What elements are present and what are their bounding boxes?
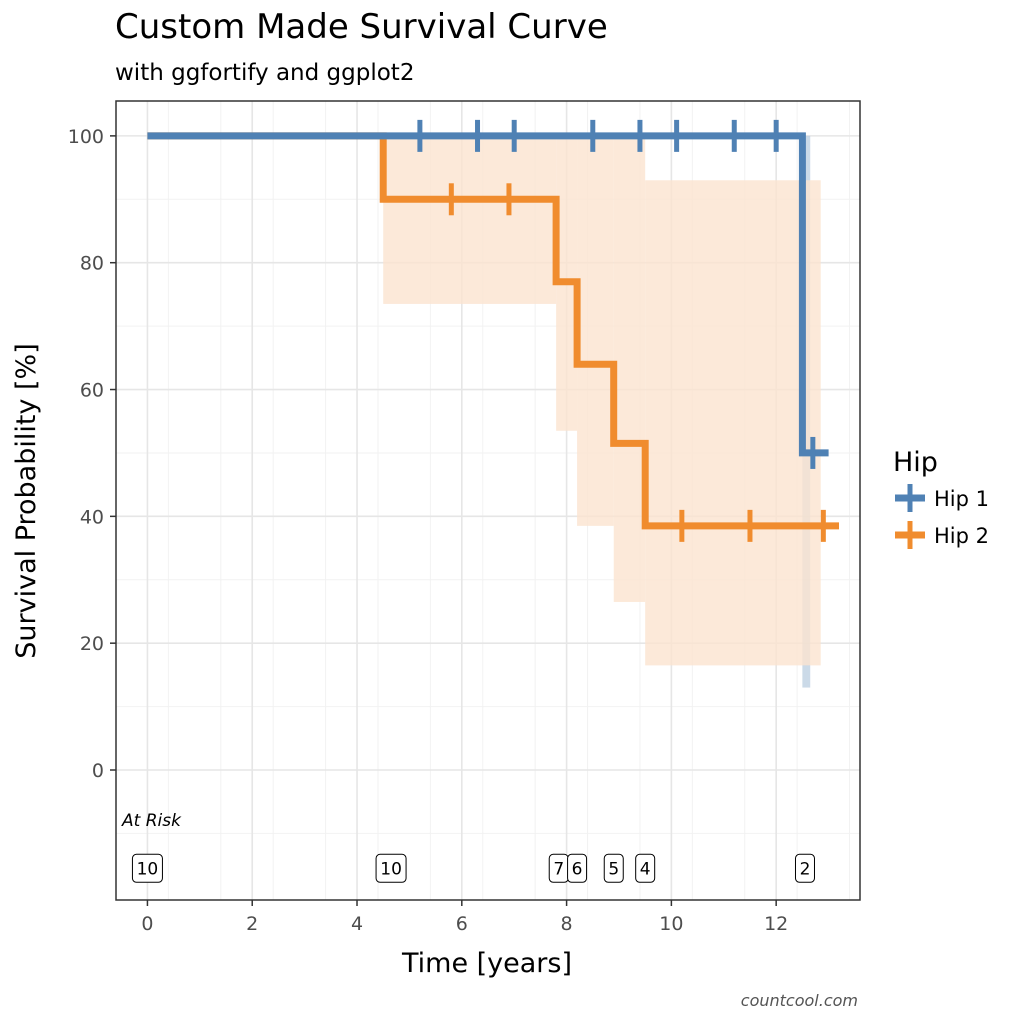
at-risk-count: 2 bbox=[800, 859, 811, 879]
x-tick-label: 12 bbox=[764, 913, 788, 935]
confidence-band-2 bbox=[645, 180, 821, 666]
chart-title: Custom Made Survival Curve bbox=[115, 7, 608, 47]
y-tick-label: 0 bbox=[92, 760, 104, 782]
x-tick-label: 4 bbox=[351, 913, 363, 935]
confidence-band-2 bbox=[577, 135, 614, 526]
at-risk-box bbox=[635, 853, 656, 883]
legend: Hip Hip 1 Hip 2 bbox=[893, 447, 989, 549]
x-tick-label: 8 bbox=[561, 913, 573, 935]
confidence-bands bbox=[383, 135, 821, 688]
at-risk-count: 5 bbox=[608, 859, 619, 879]
at-risk-box bbox=[603, 853, 624, 883]
y-tick-label: 100 bbox=[68, 126, 104, 148]
survival-series bbox=[147, 119, 839, 542]
axes: 0 2 4 6 8 10 12 0 20 40 60 80 100 bbox=[68, 100, 861, 935]
x-tick-label: 2 bbox=[246, 913, 258, 935]
x-axis-title: Time [years] bbox=[401, 948, 572, 979]
x-tick-label: 6 bbox=[456, 913, 468, 935]
legend-title: Hip bbox=[893, 447, 938, 478]
at-risk-label: At Risk bbox=[121, 811, 182, 831]
series-line-2 bbox=[147, 132, 839, 530]
legend-label: Hip 1 bbox=[934, 487, 989, 511]
legend-label: Hip 2 bbox=[934, 524, 989, 548]
at-risk-table: At Risk 10 10 7 6 5 4 2 bbox=[121, 811, 815, 883]
confidence-band-2 bbox=[613, 135, 646, 602]
at-risk-count: 7 bbox=[553, 859, 564, 879]
y-tick-label: 20 bbox=[80, 633, 104, 655]
at-risk-box bbox=[131, 853, 163, 883]
x-tick-label: 10 bbox=[659, 913, 683, 935]
panel-border bbox=[115, 100, 861, 901]
caption: countcool.com bbox=[741, 991, 858, 1010]
at-risk-box bbox=[375, 853, 407, 883]
series-line-1 bbox=[147, 132, 829, 457]
y-tick-label: 40 bbox=[80, 506, 104, 528]
chart-subtitle: with ggfortify and ggplot2 bbox=[115, 60, 414, 86]
y-axis-title: Survival Probability [%] bbox=[11, 343, 42, 658]
confidence-band-2 bbox=[383, 135, 557, 304]
at-risk-count: 6 bbox=[572, 859, 583, 879]
y-tick-label: 80 bbox=[80, 253, 104, 275]
at-risk-count: 4 bbox=[640, 859, 651, 879]
y-tick-label: 60 bbox=[80, 380, 104, 402]
at-risk-count: 10 bbox=[380, 859, 402, 879]
at-risk-count: 10 bbox=[137, 859, 159, 879]
at-risk-box bbox=[794, 853, 815, 883]
at-risk-box bbox=[567, 853, 588, 883]
x-tick-label: 0 bbox=[141, 913, 153, 935]
